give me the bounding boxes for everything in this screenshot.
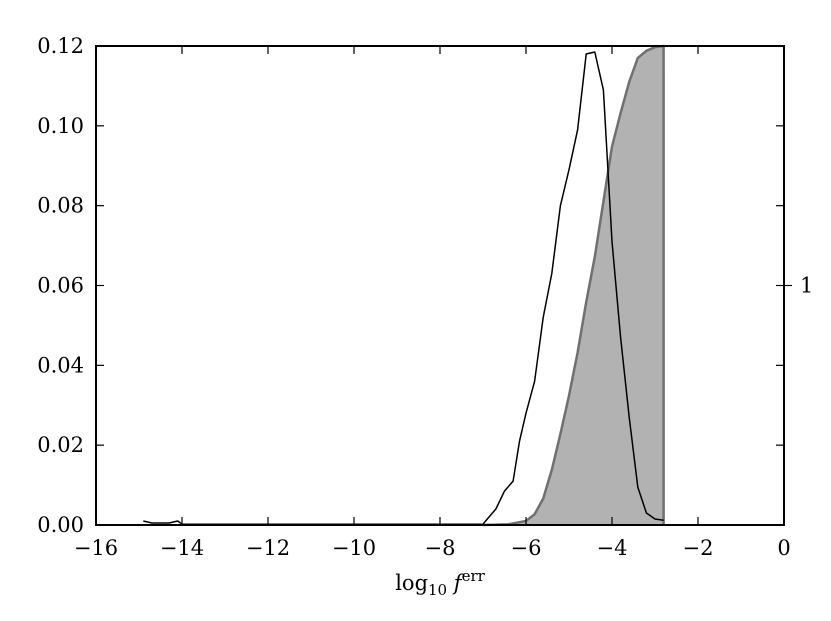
x-axis-label-variable: f [447, 571, 465, 595]
x-axis-label-superscript: err [462, 567, 486, 585]
x-tick-label: −12 [246, 536, 290, 560]
axis-ticks [95, 45, 792, 526]
x-tick-label: 0 [777, 536, 790, 560]
cumulative-area-series [482, 44, 665, 527]
x-tick-label: −6 [511, 536, 542, 560]
tick-labels: −16 −14 −12 −10 −8 −6 −4 −2 0 0.00 0.02 0.04 0.06 0.0… [37, 34, 813, 560]
x-tick-label: −4 [597, 536, 628, 560]
y-tick-label: 0.00 [37, 513, 84, 537]
x-tick-label: −10 [332, 536, 376, 560]
y-tick-label: 0.04 [37, 353, 84, 377]
y-tick-label: 0.12 [37, 34, 84, 58]
x-tick-label: −16 [74, 536, 118, 560]
y-tick-label: 0.06 [37, 274, 84, 298]
x-axis-label: log10 ferr [395, 567, 485, 599]
x-tick-label: −8 [425, 536, 456, 560]
cumulative-area-fill [483, 46, 664, 525]
x-tick-label: −14 [160, 536, 204, 560]
cumulative-area-edge [482, 44, 665, 527]
x-axis-label-base: log [395, 571, 428, 595]
x-tick-label: −2 [683, 536, 714, 560]
y-tick-label: 0.08 [37, 194, 84, 218]
x-axis-label-subscript: 10 [428, 581, 447, 599]
y-tick-label: 0.02 [37, 433, 84, 457]
y-tick-label: 0.10 [37, 114, 84, 138]
plot-background [96, 46, 784, 525]
right-axis-tick-label: 1 [800, 274, 813, 298]
